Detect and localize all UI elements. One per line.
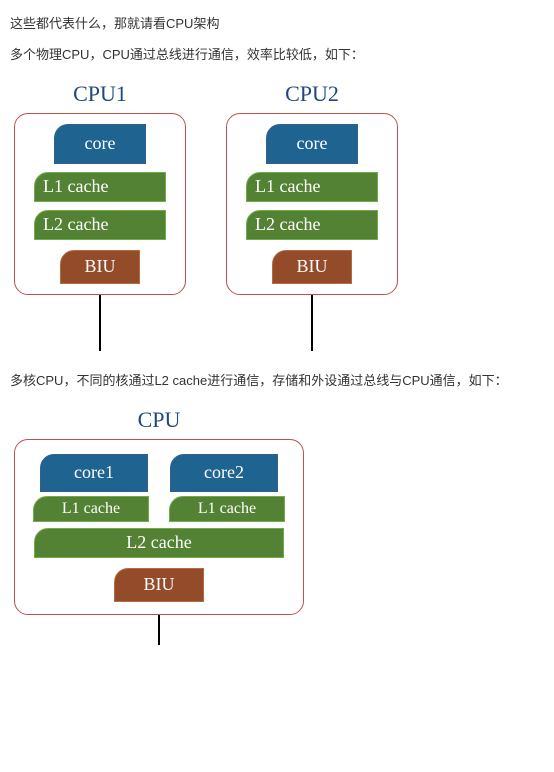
intro-text: 这些都代表什么，那就请看CPU架构 [10, 14, 544, 35]
cpu1-l2-cache: L2 cache [34, 210, 166, 240]
cpu2-outer: core L1 cache L2 cache BIU [226, 113, 398, 295]
paragraph-2: 多核CPU，不同的核通过L2 cache进行通信，存储和外设通过总线与CPU通信… [10, 371, 544, 392]
core2-l1-cache: L1 cache [169, 496, 285, 522]
cpu2-biu: BIU [272, 250, 352, 284]
cpu2-core: core [266, 124, 358, 164]
multicore-title: CPU [14, 402, 304, 437]
multicore-outer: core1 core2 L1 cache L1 cache L2 cache B… [14, 439, 304, 615]
cpu1-core: core [54, 124, 146, 164]
multicore-bus-line [158, 615, 160, 645]
cpu1-column: CPU1 core L1 cache L2 cache BIU [14, 76, 186, 351]
cpu1-title: CPU1 [14, 76, 186, 111]
cpu2-l1-cache: L1 cache [246, 172, 378, 202]
diagram-multicore-cpu: CPU core1 core2 L1 cache L1 cache L2 cac… [10, 402, 544, 645]
paragraph-1: 多个物理CPU，CPU通过总线进行通信，效率比较低，如下： [10, 45, 544, 66]
cpu2-bus-line [311, 295, 313, 351]
cpu1-bus-line [99, 295, 101, 351]
cpu1-biu: BIU [60, 250, 140, 284]
multicore-biu: BIU [114, 568, 204, 602]
diagram-multi-physical-cpu: CPU1 core L1 cache L2 cache BIU CPU2 cor… [10, 76, 544, 351]
cpu1-outer: core L1 cache L2 cache BIU [14, 113, 186, 295]
core1-l1-cache: L1 cache [33, 496, 149, 522]
cpu2-title: CPU2 [226, 76, 398, 111]
cpu2-l2-cache: L2 cache [246, 210, 378, 240]
cpu2-column: CPU2 core L1 cache L2 cache BIU [226, 76, 398, 351]
core2: core2 [170, 454, 278, 492]
core1: core1 [40, 454, 148, 492]
shared-l2-cache: L2 cache [34, 528, 284, 558]
cpu1-l1-cache: L1 cache [34, 172, 166, 202]
